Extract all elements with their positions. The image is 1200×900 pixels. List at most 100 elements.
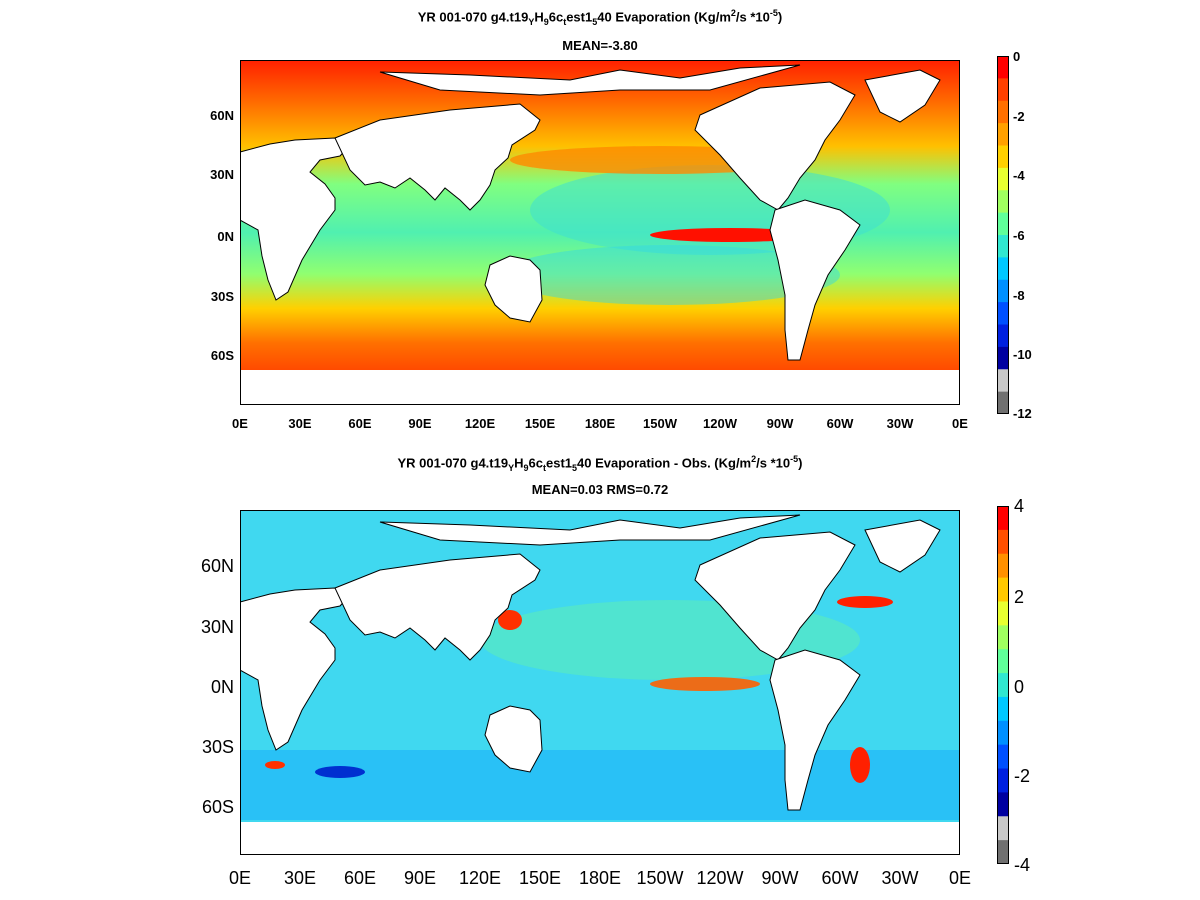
p2-xtick-1: 30E xyxy=(283,868,317,888)
p2-xtick-4: 120E xyxy=(458,868,502,888)
colorbar2-cell xyxy=(997,553,1009,579)
colorbar1-cell xyxy=(997,302,1009,326)
cb1-tick-5: -10 xyxy=(1013,347,1032,362)
p1-ytick-30s: 30S xyxy=(210,289,234,304)
colorbar1-cell xyxy=(997,100,1009,124)
panel1-stats: MEAN=-3.80 xyxy=(562,38,638,53)
p2-ytick-30s: 30S xyxy=(201,737,234,757)
australia xyxy=(484,705,543,773)
p2-xtick-8: 120W xyxy=(696,868,744,888)
colorbar1-cell xyxy=(997,235,1009,258)
greenland xyxy=(864,69,941,123)
p1-xtick-1: 30E xyxy=(288,416,312,431)
p1-xtick-9: 90W xyxy=(766,416,794,431)
p2-xtick-11: 30W xyxy=(881,868,919,888)
colorbar2-cell xyxy=(997,673,1009,698)
colorbar2-cell xyxy=(997,601,1009,626)
p1-xtick-8: 120W xyxy=(703,416,737,431)
panel2-stats: MEAN=0.03 RMS=0.72 xyxy=(531,482,669,497)
colorbar1-cell xyxy=(997,391,1009,414)
colorbar2-cell xyxy=(997,577,1009,602)
colorbar1-cell xyxy=(997,78,1009,102)
colorbar2-cell xyxy=(997,649,1009,674)
cb2-tick-0: 4 xyxy=(1014,496,1025,516)
p1-ytick-60s: 60S xyxy=(210,348,234,363)
p1-xtick-0: 0E xyxy=(232,416,248,431)
cb1-tick-2: -4 xyxy=(1013,168,1025,183)
p2-xtick-5: 150E xyxy=(518,868,562,888)
panel1-colorbar xyxy=(997,56,1009,414)
p2-xtick-12: 0E xyxy=(948,868,972,888)
p1-xtick-2: 60E xyxy=(348,416,372,431)
south-america xyxy=(769,649,861,811)
p2-xtick-6: 180E xyxy=(578,868,622,888)
cb2-tick-3: -2 xyxy=(1014,766,1031,786)
p1-xtick-12: 0E xyxy=(952,416,968,431)
p2-xtick-3: 90E xyxy=(403,868,437,888)
north-america xyxy=(694,81,856,211)
p2-ytick-60n: 60N xyxy=(200,556,234,576)
colorbar1-cell xyxy=(997,279,1009,303)
cb2-tick-1: 2 xyxy=(1014,587,1025,607)
greenland xyxy=(864,519,941,573)
asia xyxy=(334,103,541,211)
p2-xtick-10: 60W xyxy=(821,868,859,888)
colorbar2-cell xyxy=(997,792,1009,817)
p2-ytick-30n: 30N xyxy=(200,617,234,637)
colorbar2-cell xyxy=(997,816,1009,841)
antarctic-sea-ice xyxy=(240,370,960,405)
kuroshio-anomaly xyxy=(498,610,522,630)
colorbar2-cell xyxy=(997,744,1009,770)
continents xyxy=(240,64,941,361)
p2-xtick-9: 90W xyxy=(761,868,799,888)
panel2-map xyxy=(240,510,960,855)
arctic-coast xyxy=(379,64,801,96)
brazil-malvinas-anomaly xyxy=(850,747,870,783)
colorbar1-cell xyxy=(997,257,1009,281)
australia xyxy=(484,255,543,323)
cb1-tick-0: 0 xyxy=(1013,49,1021,64)
p1-xtick-11: 30W xyxy=(886,416,914,431)
colorbar2-cell xyxy=(997,720,1009,746)
equatorial-warm-anomaly xyxy=(650,677,760,691)
cb1-tick-3: -6 xyxy=(1013,228,1025,243)
southern-band xyxy=(240,750,960,820)
colorbar2-cell xyxy=(997,529,1009,555)
colorbar2-cell xyxy=(997,840,1009,864)
panel2-colorbar xyxy=(997,506,1009,864)
colorbar2-cell xyxy=(997,696,1009,722)
p1-xtick-3: 90E xyxy=(408,416,432,431)
colorbar1-cell xyxy=(997,123,1009,147)
cb1-tick-1: -2 xyxy=(1013,109,1025,124)
p1-ytick-30n: 30N xyxy=(210,167,234,182)
p1-xtick-10: 60W xyxy=(826,416,854,431)
agulhas-anomaly-blue xyxy=(315,766,365,778)
colorbar1-cell xyxy=(997,346,1009,370)
south-pacific-cool-anomaly xyxy=(500,245,840,305)
p2-ytick-0n: 0N xyxy=(210,677,234,697)
p2-ytick-60s: 60S xyxy=(201,797,234,817)
agulhas-anomaly-red xyxy=(265,761,285,769)
p1-xtick-5: 150E xyxy=(524,416,556,431)
p1-ytick-60n: 60N xyxy=(210,108,234,123)
colorbar1-cell xyxy=(997,190,1009,214)
colorbar1-cell xyxy=(997,324,1009,348)
p2-xtick-2: 60E xyxy=(343,868,377,888)
map-frame xyxy=(240,510,960,855)
colorbar2-cell xyxy=(997,625,1009,650)
cb2-tick-4: -4 xyxy=(1014,855,1031,875)
p1-xtick-4: 120E xyxy=(464,416,496,431)
south-america xyxy=(769,199,861,361)
colorbar1-cell xyxy=(997,167,1009,191)
p1-ytick-0n: 0N xyxy=(217,229,234,244)
p2-xtick-0: 0E xyxy=(228,868,252,888)
north-america xyxy=(694,531,856,661)
map-frame xyxy=(240,60,960,405)
colorbar1-cell xyxy=(997,369,1009,393)
arctic-coast xyxy=(379,514,801,546)
asia xyxy=(334,553,541,661)
cb1-tick-6: -12 xyxy=(1013,406,1032,421)
panel2-title: YR 001-070 g4.t19YH96ctest1540 Evaporati… xyxy=(397,454,803,473)
antarctic-sea-ice xyxy=(240,822,960,855)
p1-xtick-6: 180E xyxy=(584,416,616,431)
